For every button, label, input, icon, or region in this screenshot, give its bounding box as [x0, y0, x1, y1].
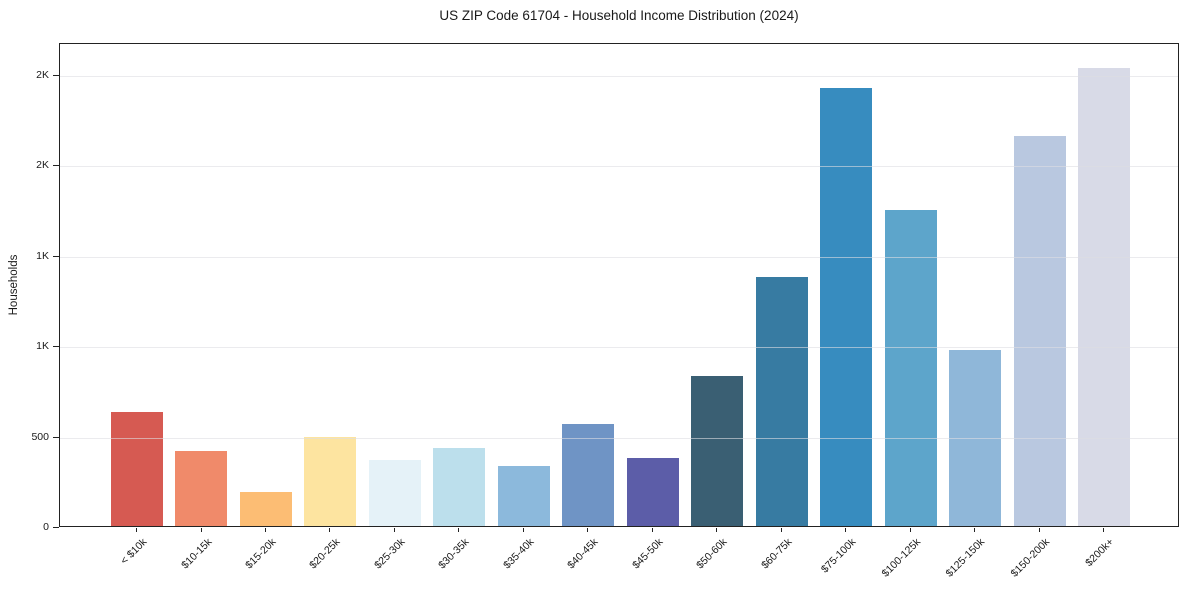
x-tick-mark [651, 528, 653, 532]
x-tick-mark [780, 528, 782, 532]
gridline-2000 [60, 166, 1178, 167]
x-tick-mark [1103, 528, 1104, 532]
bar-$40-45k [562, 424, 615, 526]
plot-area [59, 43, 1179, 527]
gridline-2500 [60, 75, 1178, 77]
y-tick-mark [53, 527, 59, 528]
x-tick-mark [264, 528, 266, 532]
bar-$50-60k [691, 376, 744, 526]
x-tick-label: < $10k [118, 536, 150, 567]
x-tick-mark [587, 528, 589, 532]
bar-$45-50k [626, 457, 679, 526]
x-tick-label: $125-150k [944, 536, 988, 580]
x-tick-mark [200, 528, 202, 532]
x-tick-label: $75-100k [819, 536, 859, 576]
x-tick-mark [716, 528, 718, 532]
bar-$150-200k [1013, 135, 1066, 526]
bar-$60-75k [755, 276, 808, 526]
x-tick-mark [974, 528, 976, 532]
bar-$35-40k [497, 466, 550, 526]
bar-< $10k [111, 412, 163, 526]
y-tick-label: 1K [36, 340, 49, 352]
y-tick-label: 2K [36, 159, 49, 171]
y-tick-mark [53, 436, 59, 438]
x-tick-label: $20-25k [307, 536, 343, 572]
x-tick-label: $35-40k [500, 536, 537, 572]
x-tick-label: $30-35k [436, 536, 472, 572]
y-tick-label: 0 [43, 521, 49, 533]
y-tick-label: 1K [36, 249, 49, 262]
x-tick-label: $50-60k [694, 536, 730, 572]
chart-title: US ZIP Code 61704 - Household Income Dis… [439, 8, 799, 23]
bar-$15-20k [239, 492, 292, 526]
x-tick-label: $200k+ [1083, 536, 1117, 570]
x-tick-label: $40-45k [565, 536, 601, 572]
y-tick-label: 2K [36, 68, 49, 81]
x-tick-mark [909, 528, 911, 532]
x-tick-label: $10-15k [178, 536, 214, 572]
gridline-1500 [60, 256, 1178, 258]
y-tick-mark [53, 74, 59, 76]
gridline-1000 [60, 347, 1178, 348]
x-tick-mark [329, 528, 331, 532]
y-tick-label: 500 [31, 430, 49, 443]
bar-$100-125k [884, 209, 937, 526]
x-tick-mark [522, 528, 524, 532]
x-tick-mark [136, 528, 137, 532]
bar-$25-30k [368, 460, 421, 526]
bar-$10-15k [175, 451, 228, 526]
y-tick-mark [53, 346, 59, 347]
bar-$125-150k [949, 349, 1002, 526]
bar-$75-100k [820, 87, 873, 526]
bar-$30-35k [433, 448, 486, 526]
x-tick-label: $45-50k [629, 536, 666, 572]
bar-$200k+ [1078, 67, 1130, 526]
x-tick-label: $15-20k [243, 536, 279, 572]
x-tick-mark [845, 528, 847, 532]
x-tick-label: $100-125k [879, 536, 924, 580]
x-tick-label: $150-200k [1008, 536, 1052, 580]
x-tick-mark [458, 528, 460, 532]
bar-$20-25k [304, 436, 357, 526]
x-tick-label: $25-30k [372, 536, 408, 572]
gridline-500 [60, 437, 1178, 439]
x-tick-mark [393, 528, 395, 532]
y-tick-mark [53, 255, 59, 257]
x-tick-mark [1038, 528, 1040, 532]
x-tick-label: $60-75k [758, 536, 795, 572]
y-tick-mark [53, 165, 59, 166]
